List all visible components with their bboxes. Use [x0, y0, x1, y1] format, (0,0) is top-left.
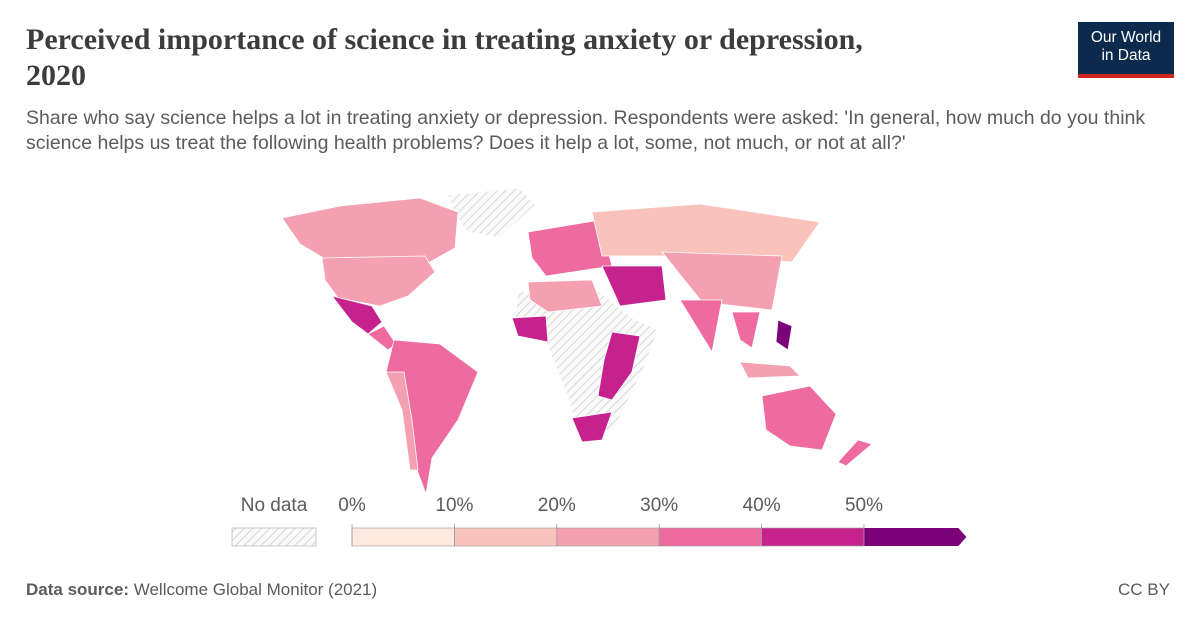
legend-bin [761, 527, 865, 547]
europe[interactable] [527, 219, 613, 277]
andes[interactable] [385, 371, 419, 471]
source-text: Wellcome Global Monitor (2021) [133, 580, 378, 599]
title: Perceived importance of science in treat… [26, 23, 863, 92]
legend-bin [658, 527, 762, 547]
countries [281, 187, 873, 496]
canada[interactable] [281, 197, 459, 273]
australia[interactable] [761, 385, 837, 451]
southeast-asia[interactable] [731, 311, 761, 349]
legend-bin [454, 527, 558, 547]
no-data-swatch [231, 527, 317, 547]
west-africa[interactable] [511, 315, 549, 343]
indonesia[interactable] [739, 361, 801, 379]
subtitle: Share who say science helps a lot in tre… [26, 107, 1146, 154]
license[interactable]: CC BY [1118, 580, 1170, 599]
legend-bin [351, 527, 455, 547]
legend-tick-label: 0% [338, 495, 366, 516]
legend-tick-label: 10% [435, 495, 473, 516]
central-east-asia[interactable] [661, 251, 783, 311]
legend-bin [556, 527, 660, 547]
logo[interactable]: Our World in Data [1078, 22, 1174, 78]
usa[interactable] [321, 255, 436, 307]
logo-line: Our World [1090, 29, 1162, 46]
north-africa[interactable] [527, 279, 603, 313]
new-zealand[interactable] [837, 439, 873, 467]
mexico[interactable] [330, 295, 383, 335]
east-africa[interactable] [597, 331, 641, 401]
source-label: Data source: [26, 580, 129, 599]
greenland[interactable] [447, 187, 536, 239]
philippines[interactable] [775, 319, 793, 351]
source: Data source: Wellcome Global Monitor (20… [26, 580, 377, 600]
south-america[interactable] [385, 339, 479, 496]
legend-tick-label: 20% [538, 495, 576, 516]
no-data-label: No data [241, 495, 308, 516]
legend-tick-label: 40% [743, 495, 781, 516]
legend-bin [864, 528, 967, 546]
middle-east[interactable] [601, 265, 667, 307]
legend-tick-label: 50% [845, 495, 883, 516]
russia[interactable] [591, 203, 821, 263]
logo-line: in Data [1101, 47, 1151, 64]
india[interactable] [679, 299, 723, 354]
legend-tick-label: 30% [640, 495, 678, 516]
legend: No data 0% 10% 20% 30% 40% 50% [231, 495, 967, 547]
southern-africa[interactable] [571, 411, 613, 443]
